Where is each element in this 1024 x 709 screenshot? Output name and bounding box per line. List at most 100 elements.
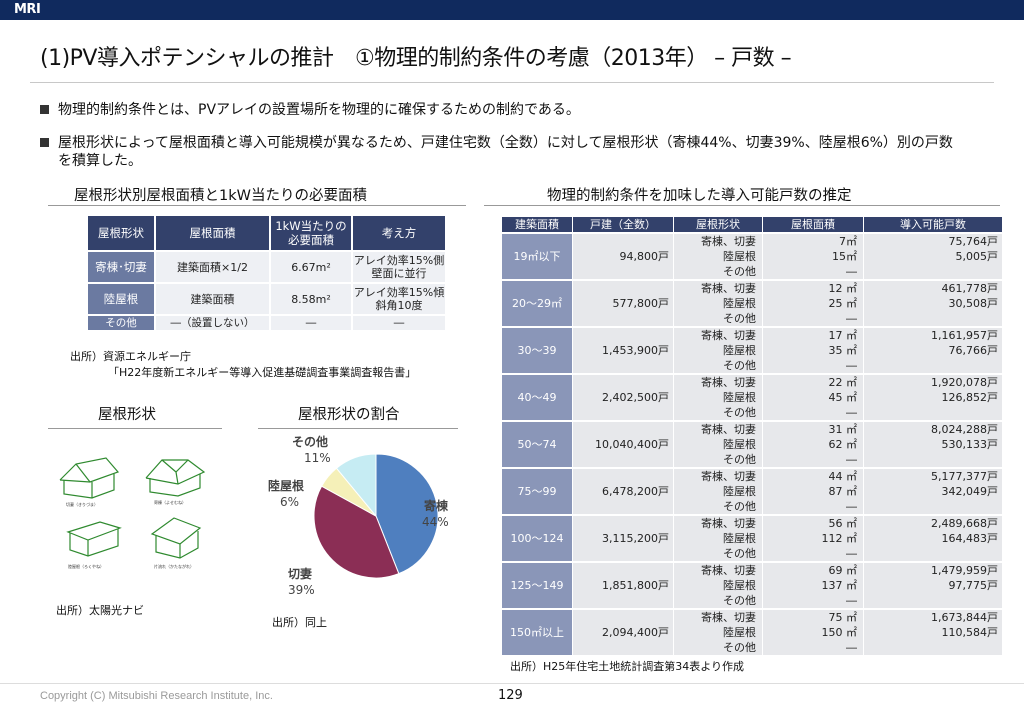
area-cell: 75 ㎡ 150 ㎡ ― bbox=[763, 610, 863, 655]
left-section-rule bbox=[48, 205, 466, 206]
right-section-rule bbox=[484, 205, 1000, 206]
pie-label-hipped-value: 44% bbox=[422, 515, 449, 529]
pie-label-other-value: 11% bbox=[304, 451, 331, 465]
shape-label: 陸屋根 bbox=[723, 438, 756, 451]
area-cell: 56 ㎡ 112 ㎡ ― bbox=[763, 516, 863, 561]
potential-value bbox=[864, 264, 998, 279]
rtab-header: 屋根面積 bbox=[763, 217, 863, 232]
pie-label-other-name: その他 bbox=[292, 434, 328, 449]
bullet-2: 屋根形状によって屋根面積と導入可能規模が異なるため、戸建住宅数（全数）に対して屋… bbox=[40, 134, 958, 170]
shape-cell: 寄棟、切妻 陸屋根 その他 bbox=[674, 516, 762, 561]
roof-area-value: ― bbox=[846, 641, 857, 654]
rtab-header: 建築面積 bbox=[502, 217, 572, 232]
total-cell: 94,800戸 bbox=[573, 234, 673, 279]
shape-label: 寄棟、切妻 bbox=[701, 329, 756, 342]
ltab-cell: 建築面積 bbox=[156, 284, 269, 314]
shape-label: その他 bbox=[723, 641, 756, 654]
potential-value: 1,479,959戸 bbox=[931, 564, 998, 577]
mri-logo: MRI bbox=[14, 2, 41, 17]
roof-area-value: 12 ㎡ bbox=[828, 282, 858, 295]
total-cell: 10,040,400戸 bbox=[573, 422, 673, 467]
potential-value: 1,920,078戸 bbox=[931, 376, 998, 389]
page-title: (1)PV導入ポテンシャルの推計 ①物理的制約条件の考慮（2013年） – 戸数… bbox=[40, 46, 792, 71]
shape-label: その他 bbox=[723, 453, 756, 466]
ltab-cell: アレイ効率15%側壁面に並行 bbox=[353, 252, 445, 282]
shape-label: 陸屋根 bbox=[723, 391, 756, 404]
roof-label: 陸屋根（ろくやね） bbox=[68, 563, 104, 569]
table-row: 50～74 10,040,400戸 寄棟、切妻 陸屋根 その他 31 ㎡ 62 ㎡ ― 8,02… bbox=[502, 422, 1002, 467]
total-cell: 1,851,800戸 bbox=[573, 563, 673, 608]
potential-value: 76,766戸 bbox=[948, 344, 999, 357]
shape-label: 寄棟、切妻 bbox=[701, 564, 756, 577]
shape-label: その他 bbox=[723, 406, 756, 419]
shape-cell: 寄棟、切妻 陸屋根 その他 bbox=[674, 610, 762, 655]
shape-label: 寄棟、切妻 bbox=[701, 470, 756, 483]
potential-value: 75,764戸 bbox=[948, 235, 999, 248]
pie-label-gable-value: 39% bbox=[288, 583, 315, 597]
area-cell: 22 ㎡ 45 ㎡ ― bbox=[763, 375, 863, 420]
shed-house-icon bbox=[150, 517, 202, 559]
potential-value bbox=[864, 405, 998, 420]
shape-label: その他 bbox=[723, 312, 756, 325]
roof-area-value: 35 ㎡ bbox=[828, 344, 858, 357]
shape-label: 陸屋根 bbox=[723, 579, 756, 592]
roof-area-value: 112 ㎡ bbox=[821, 532, 858, 545]
area-cell: 44 ㎡ 87 ㎡ ― bbox=[763, 469, 863, 514]
potential-value: 110,584戸 bbox=[941, 626, 999, 639]
left-section-heading: 屋根形状別屋根面積と1kW当たりの必要面積 bbox=[74, 188, 367, 204]
potential-households-table: 建築面積 戸建（全数） 屋根形状 屋根面積 導入可能戸数 19㎡以下 94,800… bbox=[501, 215, 1003, 657]
total-cell: 577,800戸 bbox=[573, 281, 673, 326]
pie-label-flat-value: 6% bbox=[280, 495, 299, 509]
roof-area-value: 7㎡ bbox=[839, 235, 857, 248]
range-cell: 30～39 bbox=[502, 328, 572, 373]
roof-area-value: 69 ㎡ bbox=[828, 564, 858, 577]
shape-label: 寄棟、切妻 bbox=[701, 611, 756, 624]
shape-label: 寄棟、切妻 bbox=[701, 282, 756, 295]
potential-value: 1,161,957戸 bbox=[931, 329, 998, 342]
area-cell: 12 ㎡ 25 ㎡ ― bbox=[763, 281, 863, 326]
gable-house-icon bbox=[59, 457, 120, 499]
potential-cell: 1,920,078戸 126,852戸 bbox=[864, 375, 1002, 420]
roof-area-value: ― bbox=[846, 359, 857, 372]
ltab-header: 屋根形状 bbox=[88, 216, 154, 250]
total-cell: 1,453,900戸 bbox=[573, 328, 673, 373]
roof-shapes-source: 出所）太陽光ナビ bbox=[56, 604, 144, 617]
shape-cell: 寄棟、切妻陸屋根その他 bbox=[674, 422, 762, 467]
potential-value: 1,673,844戸 bbox=[931, 611, 998, 624]
roof-area-value: 62 ㎡ bbox=[828, 438, 858, 451]
roof-share-pie: その他 11% 陸屋根 6% 寄棟 44% 切妻 39% bbox=[268, 434, 449, 597]
range-cell: 100～124 bbox=[502, 516, 572, 561]
table-row: 125～149 1,851,800戸 寄棟、切妻 陸屋根 その他 69 ㎡ 137 ㎡ ― 1,… bbox=[502, 563, 1002, 608]
shape-label: 陸屋根 bbox=[723, 532, 756, 545]
shape-label: 寄棟、切妻 bbox=[701, 423, 756, 436]
pie-label-flat-name: 陸屋根 bbox=[268, 478, 304, 493]
shape-label: その他 bbox=[723, 265, 756, 278]
roof-area-value: 87 ㎡ bbox=[828, 485, 858, 498]
roof-area-value: 56 ㎡ bbox=[828, 517, 858, 530]
roof-shapes-illustration: 切妻（きりづま） 寄棟（よせむね） 陸屋根（ろくやね） 片流れ（かたながれ） bbox=[59, 457, 206, 569]
table-row: 150㎡以上 2,094,400戸 寄棟、切妻 陸屋根 その他 75 ㎡ 150 ㎡ ― 1,6… bbox=[502, 610, 1002, 655]
roof-area-value: ― bbox=[846, 453, 857, 466]
hipped-house-icon bbox=[145, 459, 206, 497]
footer-rule bbox=[0, 683, 1024, 684]
ltab-cell: 寄棟･切妻 bbox=[88, 252, 154, 282]
ltab-header: 1kW当たりの必要面積 bbox=[271, 216, 351, 250]
roof-area-value: 25 ㎡ bbox=[828, 297, 858, 310]
roof-shapes-heading: 屋根形状 bbox=[98, 407, 156, 423]
copyright: Copyright (C) Mitsubishi Research Instit… bbox=[40, 690, 273, 702]
area-cell: 69 ㎡ 137 ㎡ ― bbox=[763, 563, 863, 608]
range-cell: 75～99 bbox=[502, 469, 572, 514]
potential-value bbox=[864, 546, 998, 561]
table-row: 100～124 3,115,200戸 寄棟、切妻 陸屋根 その他 56 ㎡ 112 ㎡ ― 2,… bbox=[502, 516, 1002, 561]
shape-label: その他 bbox=[723, 594, 756, 607]
ltab-cell: ― bbox=[353, 316, 445, 330]
potential-value: 342,049戸 bbox=[941, 485, 999, 498]
range-cell: 19㎡以下 bbox=[502, 234, 572, 279]
ltab-cell: ― bbox=[271, 316, 351, 330]
shape-label: 陸屋根 bbox=[723, 485, 756, 498]
title-divider bbox=[30, 82, 994, 83]
roof-area-value: ― bbox=[846, 547, 857, 560]
area-cell: 7㎡ 15㎡ ― bbox=[763, 234, 863, 279]
shape-cell: 寄棟、切妻陸屋根その他 bbox=[674, 563, 762, 608]
shape-label: その他 bbox=[723, 500, 756, 513]
